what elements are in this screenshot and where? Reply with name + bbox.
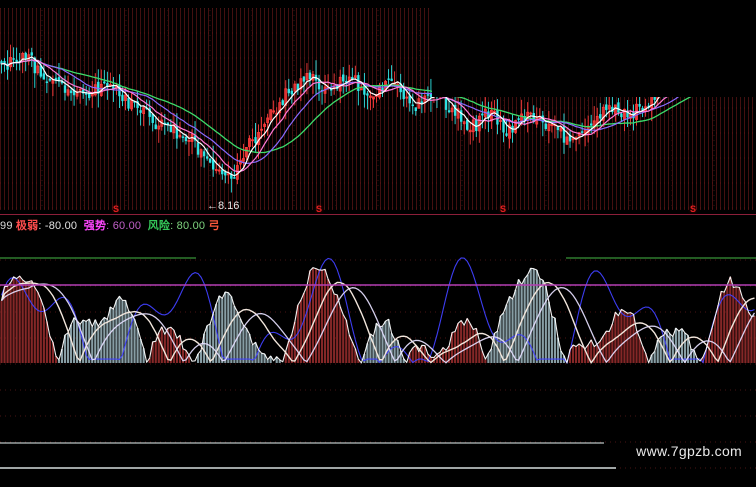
price-callout-label: ←8.16: [207, 200, 240, 212]
sell-signal-marker: S: [113, 204, 120, 214]
panel-divider: [0, 210, 756, 240]
site-watermark: www.7gpzb.com: [636, 443, 742, 459]
sell-signal-marker: S: [690, 204, 697, 214]
sep-fengxian: :: [170, 220, 174, 232]
oscillator-histogram: [0, 267, 756, 363]
value-qiangshi: 60.00: [112, 220, 142, 232]
price-chart-svg: [0, 0, 756, 210]
screenshot-mask-overlay: [432, 0, 756, 97]
sell-signal-marker: S: [316, 204, 323, 214]
indicator-parameter-row: 99 极弱: -80.00 强势: 60.00 风险: 80.00 弓: [0, 218, 756, 234]
sell-signal-marker: S: [500, 204, 507, 214]
label-fengxian: 风险: [147, 220, 171, 232]
info-leading-value: 99: [0, 220, 13, 232]
sep-qiangshi: :: [106, 220, 110, 232]
sep-jiruo: :: [38, 220, 42, 232]
label-jiruo: 极弱: [15, 220, 39, 232]
value-fengxian: 80.00: [176, 220, 206, 232]
value-jiruo: -80.00: [44, 220, 78, 232]
screenshot-mask-overlay-top: [0, 0, 432, 8]
oscillator-indicator-panel[interactable]: [0, 240, 756, 487]
oscillator-chart-svg: [0, 257, 756, 469]
info-trailing-mark: 弓: [208, 220, 220, 232]
candles: [0, 22, 756, 193]
divider-line: [0, 214, 756, 215]
label-qiangshi: 强势: [83, 220, 107, 232]
